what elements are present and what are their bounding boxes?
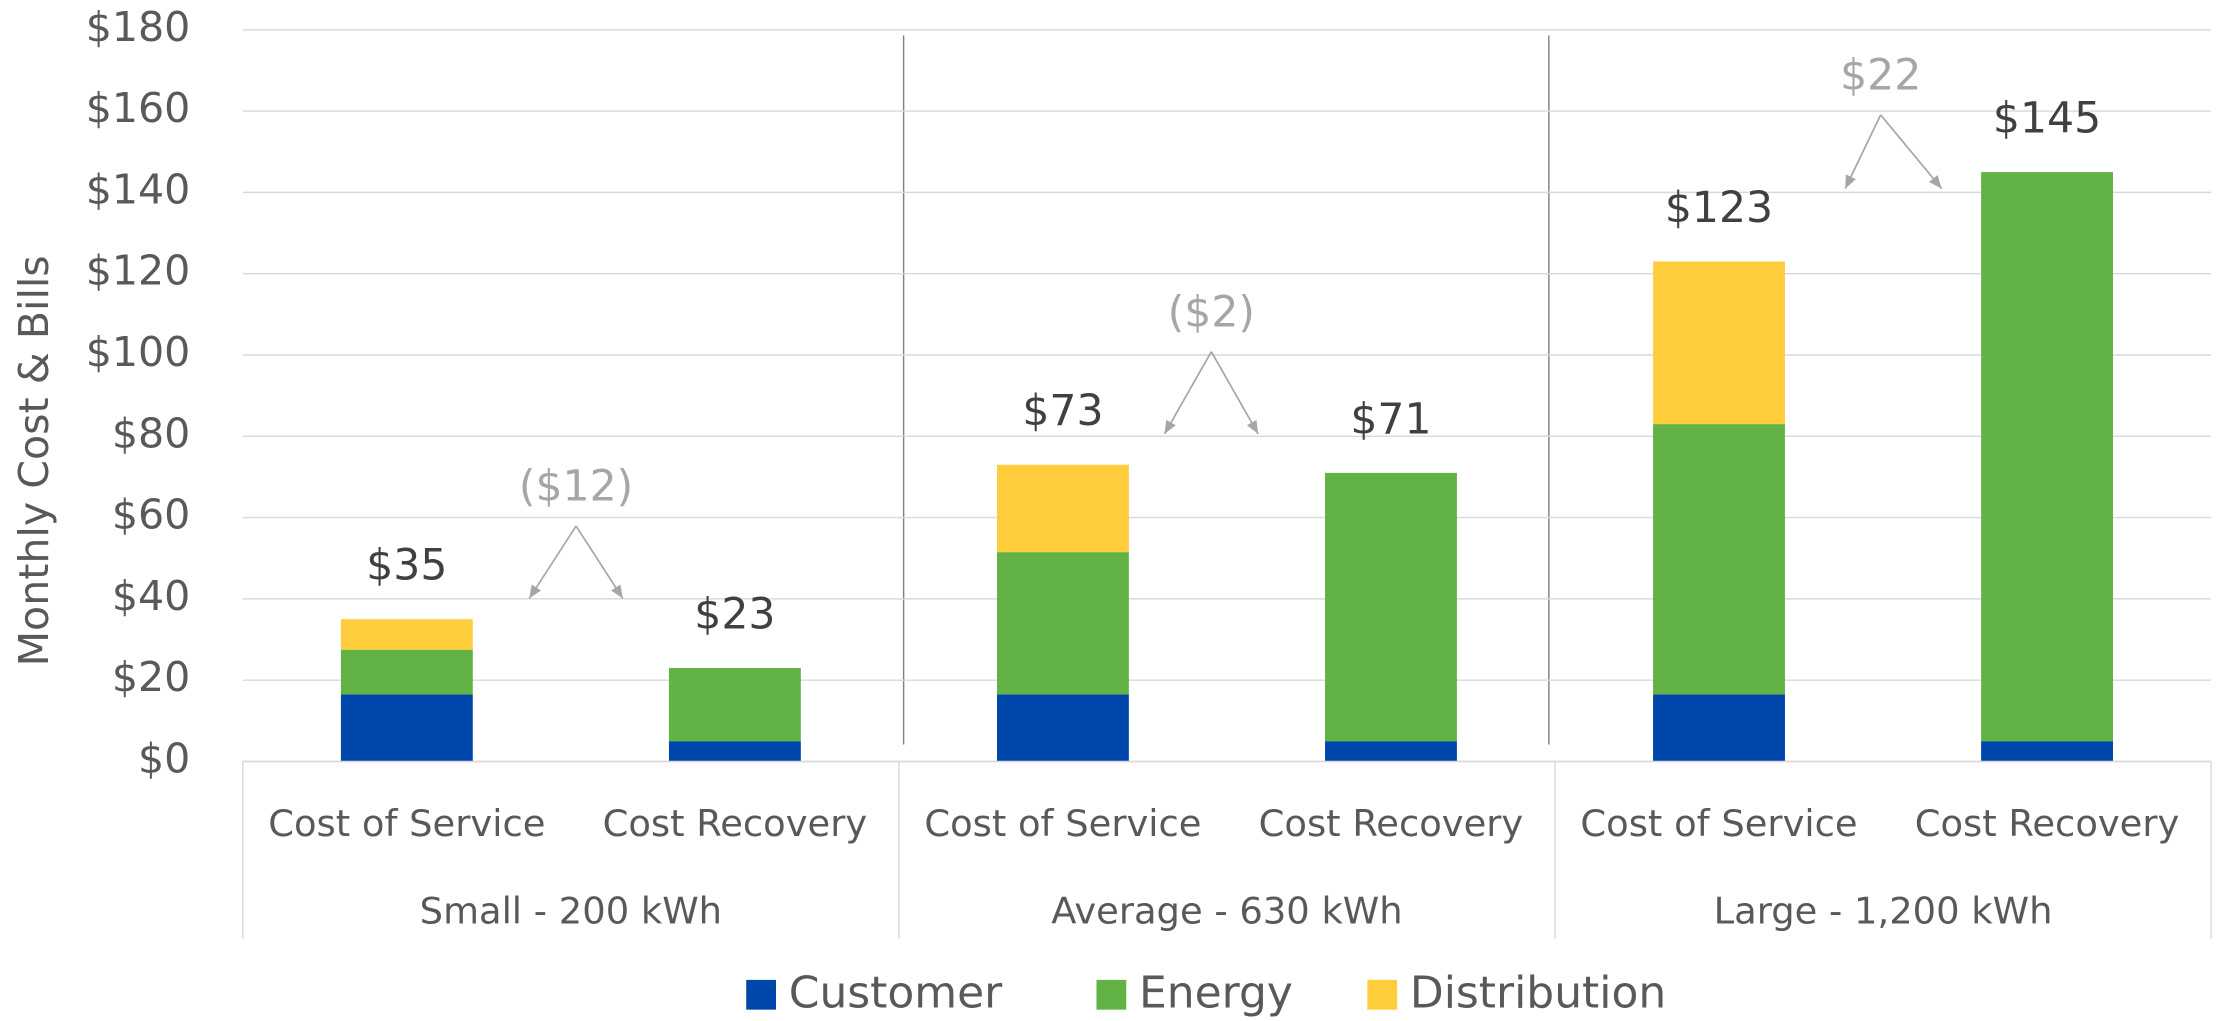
- y-tick-label: $80: [112, 409, 190, 457]
- total-label: $123: [1665, 184, 1773, 233]
- total-label: $35: [366, 542, 447, 591]
- y-tick-label: $0: [138, 734, 190, 782]
- annotation: ($2): [1168, 288, 1255, 337]
- legend-swatch: [1096, 979, 1127, 1010]
- legend-label: Energy: [1139, 967, 1293, 1018]
- bar-segment: [340, 694, 473, 762]
- bar-segment: [1653, 694, 1785, 762]
- bar-segment: [1325, 472, 1457, 742]
- bar-segment: [996, 552, 1129, 695]
- bar-segment: [1653, 424, 1785, 695]
- bar-segment: [668, 667, 801, 742]
- annotation: $22: [1840, 51, 1921, 100]
- total-label: $71: [1350, 395, 1431, 444]
- arrow-head: [1164, 419, 1176, 434]
- legend-swatch: [1367, 979, 1398, 1010]
- arrow-head: [1246, 419, 1259, 434]
- y-tick-label: $60: [112, 491, 190, 539]
- legend-label: Distribution: [1410, 967, 1666, 1018]
- arrow-head: [1929, 175, 1942, 189]
- arrow-head: [529, 584, 541, 599]
- bar-segment: [340, 619, 473, 650]
- legend-label: Customer: [789, 967, 1003, 1018]
- group-label: Average - 630 kWh: [1051, 890, 1402, 933]
- x-tick-label: Cost of Service: [268, 802, 545, 845]
- legend-swatch: [746, 979, 777, 1010]
- annotation-arrow: [1880, 114, 1943, 190]
- y-tick-label: $20: [112, 653, 190, 701]
- x-tick-label: Cost Recovery: [1259, 802, 1524, 845]
- total-label: $23: [694, 590, 775, 639]
- annotation-arrow: [1210, 351, 1259, 435]
- y-tick-label: $140: [86, 165, 191, 213]
- bar-segment: [1325, 741, 1457, 762]
- annotation-arrow: [528, 525, 577, 599]
- y-tick-label: $40: [112, 572, 190, 620]
- x-tick-label: Cost of Service: [1580, 802, 1857, 845]
- y-tick-label: $120: [86, 247, 191, 295]
- x-tick-label: Cost Recovery: [1915, 802, 2180, 845]
- x-tick-label: Cost Recovery: [603, 802, 868, 845]
- y-tick-label: $160: [86, 84, 191, 132]
- y-axis-title: Monthly Cost & Bills: [10, 255, 58, 666]
- annotation-arrow: [575, 525, 624, 599]
- bar-segment: [1981, 741, 2113, 762]
- x-tick-label: Cost of Service: [924, 802, 1201, 845]
- bar-segment: [1653, 261, 1785, 425]
- annotation-arrow: [1163, 351, 1213, 435]
- arrow-head: [611, 584, 623, 599]
- total-label: $73: [1022, 387, 1103, 436]
- bar-segment: [668, 741, 801, 762]
- y-tick-label: $100: [86, 328, 191, 376]
- annotation-arrow: [1844, 114, 1882, 189]
- arrow-head: [1845, 174, 1856, 189]
- bar-segment: [996, 694, 1129, 762]
- annotation: ($12): [519, 463, 633, 512]
- bar-segment: [996, 464, 1129, 553]
- bar-segment: [1981, 172, 2113, 742]
- group-label: Large - 1,200 kWh: [1714, 890, 2053, 933]
- y-tick-label: $180: [86, 3, 191, 51]
- total-label: $145: [1993, 95, 2101, 144]
- group-label: Small - 200 kWh: [420, 890, 722, 933]
- bar-segment: [340, 649, 473, 695]
